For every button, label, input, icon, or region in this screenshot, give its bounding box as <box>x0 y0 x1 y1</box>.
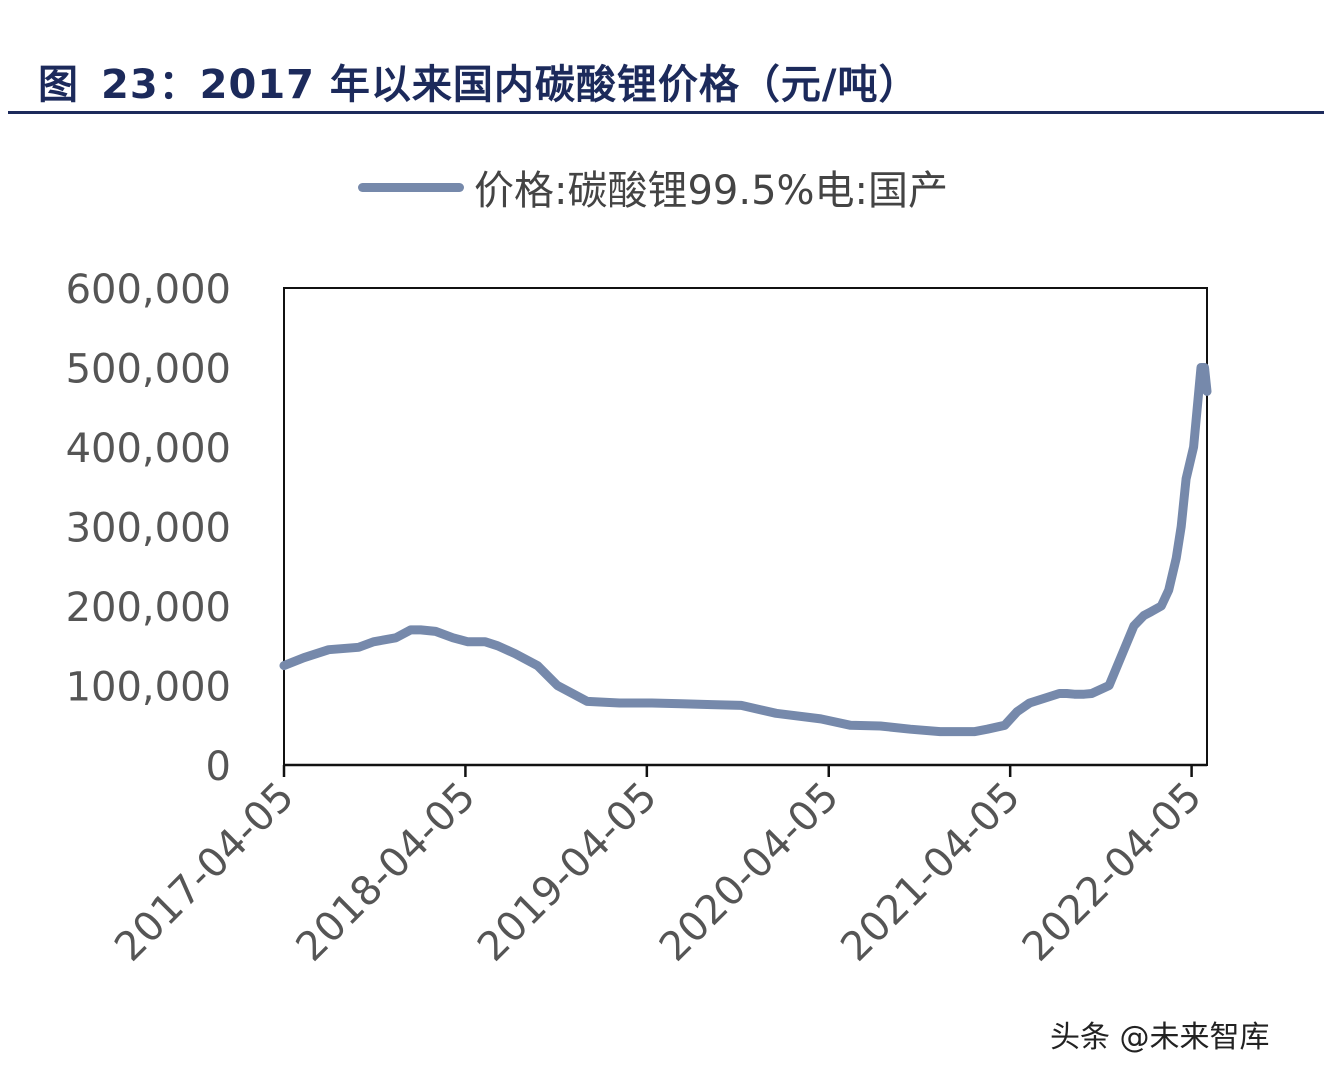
y-tick-label: 600,000 <box>66 267 231 313</box>
y-tick-label: 300,000 <box>66 506 231 552</box>
series-line-0 <box>279 363 1212 737</box>
y-tick-label: 400,000 <box>66 426 231 472</box>
y-tick-label: 100,000 <box>66 665 231 711</box>
figure-label: 图 <box>38 62 79 108</box>
x-tick-label: 2017-04-05 <box>106 774 303 971</box>
figure-title-text: 23：2017 年以来国内碳酸锂价格（元/吨） <box>101 62 920 108</box>
x-tick-label: 2019-04-05 <box>469 774 666 971</box>
y-tick-label: 0 <box>206 744 231 790</box>
legend: 价格:碳酸锂99.5%电:国产 <box>358 160 948 214</box>
x-tick-label: 2018-04-05 <box>288 774 485 971</box>
title-rule <box>8 111 1324 114</box>
x-tick-label: 2020-04-05 <box>651 774 848 971</box>
y-tick-label: 500,000 <box>66 347 231 393</box>
y-tick-label: 200,000 <box>66 585 231 631</box>
watermark: 头条 @未来智库 <box>1050 1020 1270 1055</box>
figure-title: 图 23：2017 年以来国内碳酸锂价格（元/吨） <box>38 52 920 110</box>
legend-swatch <box>358 182 464 192</box>
legend-label: 价格:碳酸锂99.5%电:国产 <box>474 168 949 214</box>
x-tick-label: 2022-04-05 <box>1014 774 1211 971</box>
x-tick-label: 2021-04-05 <box>832 774 1029 971</box>
